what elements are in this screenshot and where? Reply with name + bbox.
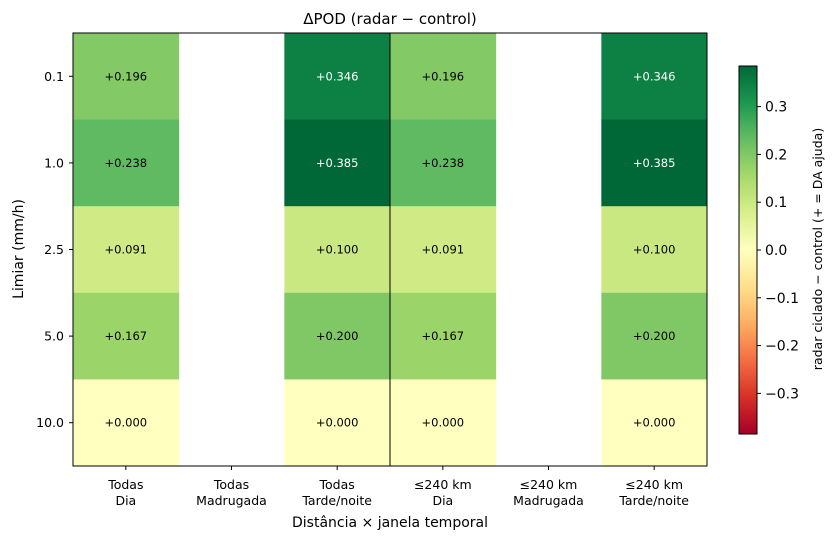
cell-label-r3-c5: +0.200 <box>633 329 676 343</box>
cell-label-r2-c2: +0.100 <box>316 243 359 257</box>
cell-label-r4-c5: +0.000 <box>633 416 676 430</box>
heatmap-cell-r1-c2 <box>284 119 391 207</box>
heatmap-cell-r3-c5 <box>601 292 708 380</box>
colorbar-tick-label-6: −0.3 <box>765 386 799 402</box>
heatmap-cell-r0-c3 <box>390 33 497 121</box>
heatmap-cell-r2-c3 <box>390 206 497 294</box>
heatmap-cell-r1-c5 <box>601 119 708 207</box>
cell-label-r0-c0: +0.196 <box>105 69 148 83</box>
cell-label-r4-c3: +0.000 <box>422 416 465 430</box>
colorbar-tick-label-5: −0.2 <box>765 339 799 355</box>
heatmap-cell-r3-c3 <box>390 292 497 380</box>
heatmap-cell-r3-c2 <box>284 292 391 380</box>
y-tick-label-1: 1.0 <box>44 155 64 170</box>
x-tick-label-4-line1: ≤240 km <box>520 477 578 492</box>
heatmap-cell-r0-c2 <box>284 33 391 121</box>
chart-title: ΔPOD (radar − control) <box>303 10 476 28</box>
cell-label-r0-c3: +0.196 <box>422 69 465 83</box>
heatmap-cell-r4-c2 <box>284 379 391 467</box>
colorbar <box>738 65 758 435</box>
cell-label-r2-c3: +0.091 <box>422 243 465 257</box>
colorbar-tick-label-2: 0.1 <box>765 195 787 211</box>
y-tick-label-0: 0.1 <box>44 69 64 84</box>
x-tick-label-4-line2: Madrugada <box>513 493 584 508</box>
cell-label-r1-c0: +0.238 <box>105 156 148 170</box>
heatmap-cell-r1-c0 <box>73 119 180 207</box>
x-axis-label: Distância × janela temporal <box>292 515 488 531</box>
cell-label-r2-c5: +0.100 <box>633 243 676 257</box>
colorbar-ticks: 0.3 0.2 0.1 0.0 −0.1 −0.2 −0.3 <box>757 100 799 402</box>
x-tick-label-0-line1: Todas <box>107 477 143 492</box>
colorbar-label: radar ciclado − control (+ = DA ajuda) <box>810 128 825 370</box>
heatmap-cell-r3-c0 <box>73 292 180 380</box>
cell-label-r1-c5: +0.385 <box>633 156 676 170</box>
y-tick-label-4: 10.0 <box>36 415 64 430</box>
x-tick-label-3-line1: ≤240 km <box>414 477 472 492</box>
cell-label-r2-c0: +0.091 <box>105 243 148 257</box>
y-tick-label-2: 2.5 <box>44 242 64 257</box>
cell-label-r4-c2: +0.000 <box>316 416 359 430</box>
x-tick-label-0-line2: Dia <box>115 493 136 508</box>
y-axis-label: Limiar (mm/h) <box>11 199 27 299</box>
colorbar-tick-label-3: 0.0 <box>765 243 787 259</box>
cell-label-r0-c2: +0.346 <box>316 69 359 83</box>
colorbar-tick-label-1: 0.2 <box>765 147 787 163</box>
x-tick-label-5-line1: ≤240 km <box>625 477 683 492</box>
x-tick-label-3-line2: Dia <box>432 493 453 508</box>
heatmap-cell-r4-c0 <box>73 379 180 467</box>
x-tick-label-5-line2: Tarde/noite <box>618 493 689 508</box>
x-tick-label-1-line1: Todas <box>213 477 249 492</box>
cell-label-r1-c2: +0.385 <box>316 156 359 170</box>
heatmap-cells <box>73 33 708 467</box>
x-axis-ticks: TodasDiaTodasMadrugadaTodasTarde/noite≤2… <box>107 466 689 508</box>
cell-label-r1-c3: +0.238 <box>422 156 465 170</box>
cell-label-r4-c0: +0.000 <box>105 416 148 430</box>
x-tick-label-2-line2: Tarde/noite <box>301 493 372 508</box>
x-tick-label-2-line1: Todas <box>319 477 355 492</box>
colorbar-tick-label-0: 0.3 <box>765 100 787 116</box>
heatmap-cell-r4-c5 <box>601 379 708 467</box>
heatmap-cell-r0-c5 <box>601 33 708 121</box>
heatmap-cell-r2-c5 <box>601 206 708 294</box>
heatmap-cell-labels: +0.196 +0.346 +0.196 +0.346 +0.238 +0.385 +0.2… <box>105 69 676 429</box>
y-tick-label-3: 5.0 <box>44 329 64 344</box>
cell-label-r3-c2: +0.200 <box>316 329 359 343</box>
heatmap-cell-r2-c2 <box>284 206 391 294</box>
cell-label-r3-c0: +0.167 <box>105 329 148 343</box>
heatmap-cell-r2-c0 <box>73 206 180 294</box>
colorbar-tick-label-4: −0.1 <box>765 291 799 307</box>
heatmap-cell-r1-c3 <box>390 119 497 207</box>
cell-label-r0-c5: +0.346 <box>633 69 676 83</box>
heatmap-cell-r4-c3 <box>390 379 497 467</box>
cell-label-r3-c3: +0.167 <box>422 329 465 343</box>
y-axis-ticks: 0.1 1.0 2.5 5.0 10.0 <box>36 69 73 430</box>
x-tick-label-1-line2: Madrugada <box>196 493 267 508</box>
heatmap-cell-r0-c0 <box>73 33 180 121</box>
